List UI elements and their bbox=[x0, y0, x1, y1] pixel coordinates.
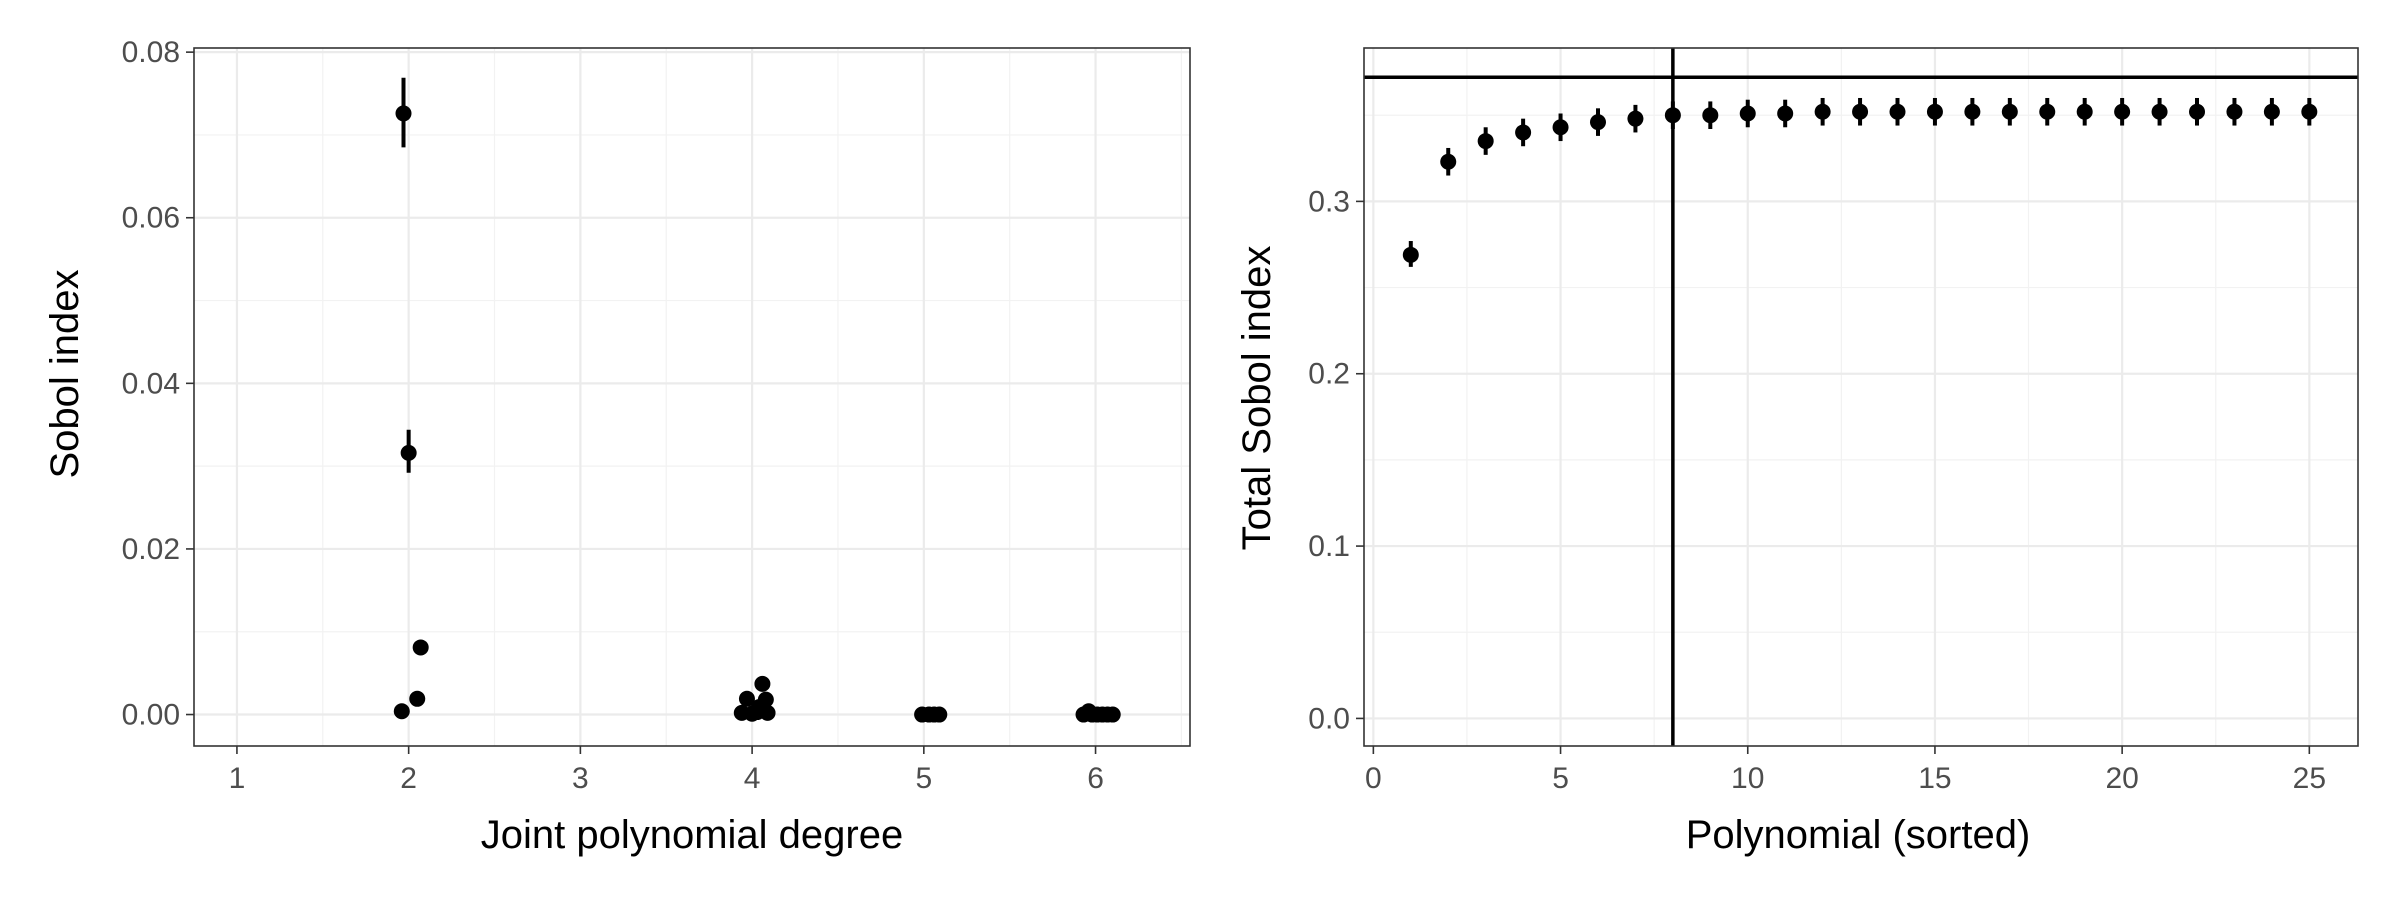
right-chart-reference-lines bbox=[1364, 48, 2358, 746]
right-chart-panel-border bbox=[1363, 47, 2359, 747]
right-chart-point bbox=[1964, 103, 1981, 120]
left-chart-y-tick-label: 0.06 bbox=[122, 202, 180, 235]
right-chart-grid bbox=[1364, 48, 2358, 746]
right-chart-point bbox=[1777, 105, 1794, 122]
right-chart-point bbox=[1739, 105, 1756, 122]
left-chart-y-tick-label: 0.02 bbox=[122, 533, 180, 566]
right-chart-point bbox=[1440, 153, 1457, 170]
right-chart-y-tick-label: 0.0 bbox=[1308, 702, 1350, 735]
left-chart-y-tick-label: 0.08 bbox=[122, 36, 180, 69]
left-chart-point bbox=[738, 690, 755, 707]
left-chart-point bbox=[1104, 706, 1121, 723]
right-chart-x-tick-label: 0 bbox=[1365, 762, 1382, 795]
right-chart-y-tick-label: 0.1 bbox=[1308, 530, 1350, 563]
right-chart-x-axis-title: Polynomial (sorted) bbox=[1686, 813, 2031, 857]
left-chart: 1 2 3 4 5 6 0.00 0.02 0.04 0.06 0.08 Joint polynom… bbox=[43, 36, 1191, 857]
right-chart: 0 5 10 15 20 25 0.0 0.1 0.2 0.3 Polynomial (sorte… bbox=[1235, 47, 2359, 857]
left-chart-x-tick-label: 1 bbox=[229, 762, 246, 795]
right-chart-point bbox=[1702, 107, 1719, 124]
right-chart-x-tick-label: 15 bbox=[1918, 762, 1951, 795]
right-chart-ticks: 0 5 10 15 20 25 0.0 0.1 0.2 0.3 bbox=[1308, 185, 2326, 795]
left-chart-point bbox=[412, 639, 429, 656]
left-chart-y-axis-title: Sobol index bbox=[43, 269, 87, 478]
right-chart-point bbox=[2039, 103, 2056, 120]
left-chart-marks bbox=[393, 77, 1121, 723]
right-chart-point bbox=[1477, 133, 1494, 150]
left-chart-ticks: 1 2 3 4 5 6 0.00 0.02 0.04 0.06 0.08 bbox=[122, 36, 1104, 795]
right-chart-point bbox=[1402, 246, 1419, 263]
right-chart-x-tick-label: 10 bbox=[1731, 762, 1764, 795]
right-chart-point bbox=[2114, 103, 2131, 120]
left-chart-x-tick-label: 4 bbox=[744, 762, 761, 795]
right-chart-point bbox=[1852, 103, 1869, 120]
left-chart-point bbox=[400, 444, 417, 461]
left-chart-point bbox=[395, 105, 412, 122]
right-chart-x-tick-label: 20 bbox=[2105, 762, 2138, 795]
left-chart-point bbox=[409, 690, 426, 707]
left-chart-x-axis-title: Joint polynomial degree bbox=[481, 813, 903, 857]
left-chart-x-tick-label: 6 bbox=[1087, 762, 1104, 795]
left-chart-grid bbox=[194, 48, 1190, 746]
right-chart-point bbox=[2151, 103, 2168, 120]
left-chart-x-tick-label: 2 bbox=[400, 762, 417, 795]
right-chart-x-tick-label: 5 bbox=[1552, 762, 1569, 795]
left-chart-point bbox=[754, 675, 771, 692]
right-chart-y-tick-label: 0.3 bbox=[1308, 185, 1350, 218]
left-chart-point bbox=[750, 699, 767, 716]
right-chart-marks bbox=[1402, 97, 2318, 267]
left-chart-y-tick-label: 0.00 bbox=[122, 699, 180, 732]
left-chart-y-tick-label: 0.04 bbox=[122, 367, 180, 400]
left-chart-x-tick-label: 5 bbox=[915, 762, 932, 795]
right-chart-y-axis-title: Total Sobol index bbox=[1235, 246, 1279, 551]
right-chart-point bbox=[1627, 110, 1644, 127]
right-chart-point bbox=[1814, 103, 1831, 120]
right-chart-point bbox=[2076, 103, 2093, 120]
right-chart-point bbox=[2226, 103, 2243, 120]
right-chart-x-tick-label: 25 bbox=[2293, 762, 2326, 795]
right-chart-point bbox=[1552, 119, 1569, 136]
right-chart-point bbox=[1515, 124, 1532, 141]
right-chart-point bbox=[2001, 103, 2018, 120]
right-chart-y-tick-label: 0.2 bbox=[1308, 358, 1350, 391]
right-chart-point bbox=[1589, 114, 1606, 131]
right-chart-point bbox=[2189, 103, 2206, 120]
right-chart-point bbox=[2301, 103, 2318, 120]
right-chart-point bbox=[1889, 103, 1906, 120]
left-chart-point bbox=[931, 706, 948, 723]
right-chart-point bbox=[1926, 103, 1943, 120]
left-chart-x-tick-label: 3 bbox=[572, 762, 589, 795]
left-chart-panel-border bbox=[193, 47, 1191, 747]
left-chart-point bbox=[393, 703, 410, 720]
right-chart-point bbox=[2263, 103, 2280, 120]
